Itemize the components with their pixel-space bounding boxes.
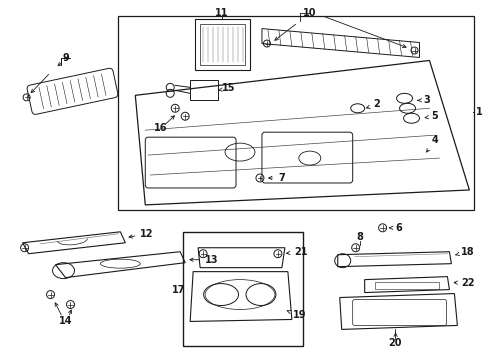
Text: 22: 22 [453, 278, 474, 288]
Bar [118, 15, 473, 210]
Text: 15: 15 [219, 84, 235, 93]
Text: 3: 3 [417, 95, 429, 105]
Text: 13: 13 [189, 255, 218, 265]
Text: 4: 4 [426, 135, 437, 152]
Text: 10: 10 [303, 8, 316, 18]
Text: 17: 17 [171, 284, 184, 294]
Text: 20: 20 [387, 338, 401, 348]
Text: 6: 6 [388, 223, 402, 233]
Text: 11: 11 [215, 8, 228, 18]
Text: 21: 21 [286, 247, 307, 257]
Bar [195, 19, 249, 71]
Text: 8: 8 [355, 232, 363, 242]
Text: 7: 7 [268, 173, 284, 183]
Text: 19: 19 [286, 310, 306, 320]
Bar [190, 80, 218, 100]
Text: 5: 5 [424, 111, 437, 121]
Bar [183, 232, 302, 346]
Text: 1: 1 [475, 107, 482, 117]
Bar [200, 24, 244, 66]
Text: 12: 12 [129, 229, 154, 239]
Text: 18: 18 [455, 247, 474, 257]
Text: 16: 16 [153, 123, 166, 133]
Bar [374, 282, 439, 289]
Text: 9: 9 [62, 54, 69, 63]
Text: 2: 2 [366, 99, 380, 109]
Text: 14: 14 [59, 316, 72, 327]
